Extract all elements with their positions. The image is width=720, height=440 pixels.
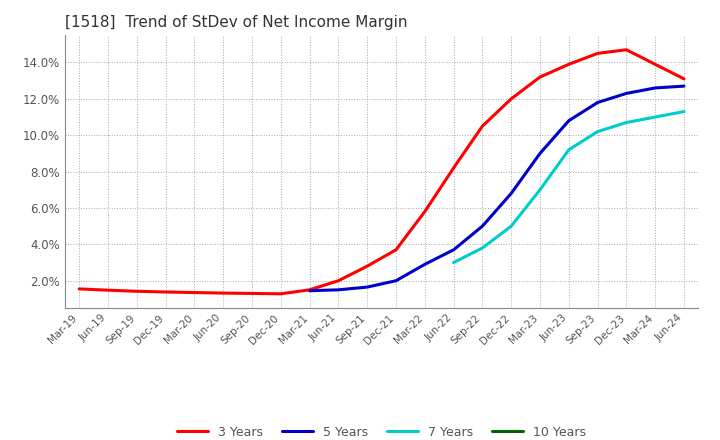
- 3 Years: [651, 62, 660, 67]
- 3 Years: [564, 62, 573, 67]
- 3 Years: [363, 264, 372, 269]
- 3 Years: [190, 290, 199, 295]
- 3 Years: [507, 96, 516, 102]
- Legend: 3 Years, 5 Years, 7 Years, 10 Years: 3 Years, 5 Years, 7 Years, 10 Years: [172, 421, 591, 440]
- 7 Years: [564, 147, 573, 152]
- 7 Years: [449, 260, 458, 265]
- 5 Years: [305, 288, 314, 293]
- 3 Years: [248, 291, 256, 296]
- 7 Years: [651, 114, 660, 120]
- 7 Years: [680, 109, 688, 114]
- 3 Years: [276, 291, 285, 297]
- 5 Years: [651, 85, 660, 91]
- 5 Years: [622, 91, 631, 96]
- 5 Years: [478, 224, 487, 229]
- 7 Years: [507, 224, 516, 229]
- 3 Years: [420, 209, 429, 214]
- 3 Years: [680, 76, 688, 81]
- 5 Years: [507, 191, 516, 196]
- 5 Years: [449, 247, 458, 253]
- 3 Years: [104, 287, 112, 293]
- 3 Years: [478, 124, 487, 129]
- 7 Years: [536, 187, 544, 192]
- 5 Years: [593, 100, 602, 105]
- 5 Years: [680, 84, 688, 89]
- 5 Years: [392, 278, 400, 283]
- 3 Years: [75, 286, 84, 292]
- 3 Years: [392, 247, 400, 253]
- 3 Years: [219, 290, 228, 296]
- 5 Years: [363, 284, 372, 290]
- 5 Years: [536, 151, 544, 156]
- 3 Years: [305, 287, 314, 293]
- 3 Years: [334, 278, 343, 283]
- 7 Years: [622, 120, 631, 125]
- 3 Years: [161, 290, 170, 295]
- Line: 5 Years: 5 Years: [310, 86, 684, 291]
- 7 Years: [478, 246, 487, 251]
- 7 Years: [593, 129, 602, 134]
- 3 Years: [622, 47, 631, 52]
- Text: [1518]  Trend of StDev of Net Income Margin: [1518] Trend of StDev of Net Income Marg…: [65, 15, 408, 30]
- 3 Years: [593, 51, 602, 56]
- 3 Years: [132, 289, 141, 294]
- 5 Years: [334, 287, 343, 293]
- Line: 3 Years: 3 Years: [79, 50, 684, 294]
- 3 Years: [536, 74, 544, 80]
- Line: 7 Years: 7 Years: [454, 112, 684, 263]
- 5 Years: [420, 262, 429, 267]
- 5 Years: [564, 118, 573, 123]
- 3 Years: [449, 165, 458, 171]
